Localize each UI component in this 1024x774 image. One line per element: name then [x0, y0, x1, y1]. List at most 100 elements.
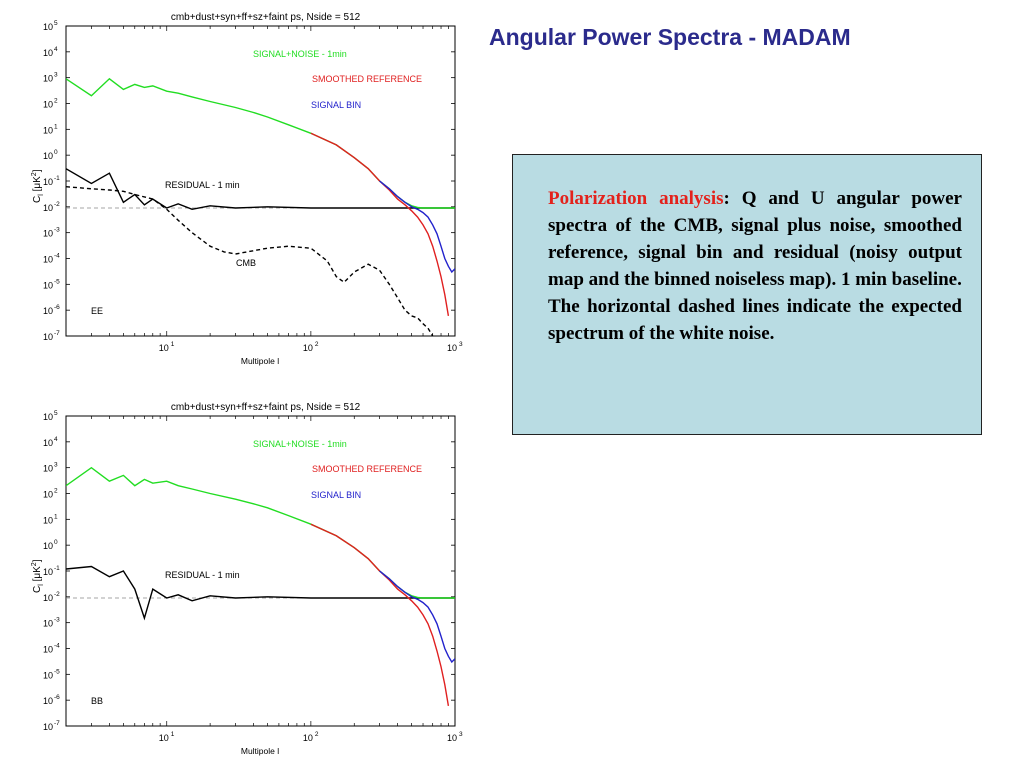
y-tick-exponent: -2: [54, 201, 60, 208]
y-tick-label: 10: [43, 515, 53, 525]
y-tick-label: 10: [43, 567, 53, 577]
y-tick-exponent: -1: [54, 565, 60, 572]
y-tick-label: 10: [43, 645, 53, 655]
y-axis-label: Cl [μK2]: [31, 559, 45, 593]
x-tick-label: 10: [447, 343, 457, 353]
description-body: Q and U angular power spectra of the CMB…: [548, 188, 962, 290]
chart-title: cmb+dust+syn+ff+sz+faint ps, Nside = 512: [171, 402, 361, 413]
ee-spectrum-chart: cmb+dust+syn+ff+sz+faint ps, Nside = 512…: [0, 0, 480, 384]
y-tick-exponent: -3: [54, 617, 60, 624]
residual-annotation: RESIDUAL - 1 min: [165, 180, 240, 190]
y-tick-exponent: 5: [54, 20, 58, 27]
y-tick-label: 10: [43, 722, 53, 732]
y-tick-exponent: 4: [54, 46, 58, 53]
legend-entry-signal-bin: SIGNAL BIN: [311, 100, 361, 110]
y-tick-exponent: 0: [54, 149, 58, 156]
description-text: Polarization analysis: Q and U angular p…: [548, 185, 962, 347]
y-tick-label: 10: [43, 74, 53, 84]
plot-area: [66, 466, 455, 707]
x-tick-label: 10: [303, 343, 313, 353]
y-tick-label: 10: [43, 593, 53, 603]
series-line-smoothed-reference: [310, 132, 450, 317]
plot-area: [66, 77, 455, 336]
y-tick-exponent: 2: [54, 488, 58, 495]
y-tick-label: 10: [43, 670, 53, 680]
chart-title: cmb+dust+syn+ff+sz+faint ps, Nside = 512: [171, 12, 361, 23]
x-tick-exponent: 1: [171, 731, 175, 738]
legend-entry-signal-noise-1min: SIGNAL+NOISE - 1min: [253, 439, 347, 449]
y-tick-label: 10: [43, 100, 53, 110]
y-tick-label: 10: [43, 464, 53, 474]
y-tick-exponent: -1: [54, 175, 60, 182]
series-line-cmb: [66, 186, 434, 336]
y-tick-exponent: 0: [54, 539, 58, 546]
y-tick-label: 10: [43, 22, 53, 32]
y-tick-exponent: 2: [54, 98, 58, 105]
y-tick-exponent: -2: [54, 591, 60, 598]
x-axis-label: Multipole l: [241, 356, 279, 366]
y-tick-label: 10: [43, 619, 53, 629]
panel-label: BB: [91, 696, 103, 706]
plot-frame: [65, 415, 456, 727]
y-tick-label: 10: [43, 306, 53, 316]
x-tick-label: 10: [303, 733, 313, 743]
y-tick-exponent: 5: [54, 410, 58, 417]
description-box: Polarization analysis: Q and U angular p…: [512, 154, 982, 435]
y-tick-label: 10: [43, 48, 53, 58]
x-tick-exponent: 3: [459, 341, 463, 348]
residual-annotation: RESIDUAL - 1 min: [165, 570, 240, 580]
x-tick-exponent: 2: [315, 341, 319, 348]
y-tick-exponent: -4: [54, 253, 60, 260]
series-line-smoothed-reference: [310, 523, 450, 707]
y-tick-label: 10: [43, 438, 53, 448]
x-tick-exponent: 1: [171, 341, 175, 348]
y-tick-label: 10: [43, 696, 53, 706]
x-tick-exponent: 2: [315, 731, 319, 738]
series-line-signal-noise-1min: [66, 466, 455, 599]
page-title: Angular Power Spectra - MADAM: [489, 24, 851, 50]
series-line-signal-bin: [379, 570, 455, 664]
y-tick-exponent: 3: [54, 72, 58, 79]
y-tick-exponent: -5: [54, 668, 60, 675]
x-tick-label: 10: [447, 733, 457, 743]
y-tick-exponent: 3: [54, 462, 58, 469]
plot-frame: [65, 25, 456, 337]
description-colon: :: [723, 188, 730, 209]
y-tick-exponent: -6: [54, 304, 60, 311]
x-tick-label: 10: [159, 343, 169, 353]
y-tick-label: 10: [43, 255, 53, 265]
description-highlight: Polarization analysis: [548, 188, 724, 209]
y-tick-label: 10: [43, 229, 53, 239]
y-tick-label: 10: [43, 412, 53, 422]
x-tick-exponent: 3: [459, 731, 463, 738]
y-tick-exponent: 4: [54, 436, 58, 443]
series-line-signal-noise-1min: [66, 77, 455, 209]
x-tick-label: 10: [159, 733, 169, 743]
y-tick-label: 10: [43, 490, 53, 500]
y-tick-exponent: 1: [54, 123, 58, 130]
y-tick-exponent: -6: [54, 694, 60, 701]
y-tick-label: 10: [43, 332, 53, 342]
ee-spectrum-svg: cmb+dust+syn+ff+sz+faint ps, Nside = 512…: [31, 12, 463, 366]
bb-spectrum-svg: cmb+dust+syn+ff+sz+faint ps, Nside = 512…: [31, 402, 463, 756]
x-axis-label: Multipole l: [241, 746, 279, 756]
y-tick-label: 10: [43, 203, 53, 213]
y-axis-label: Cl [μK2]: [31, 169, 45, 203]
y-tick-label: 10: [43, 177, 53, 187]
bb-spectrum-chart: cmb+dust+syn+ff+sz+faint ps, Nside = 512…: [0, 390, 480, 774]
y-tick-label: 10: [43, 125, 53, 135]
y-tick-exponent: -7: [54, 720, 60, 727]
panel-label: EE: [91, 306, 103, 316]
legend-entry-smoothed-reference: SMOOTHED REFERENCE: [312, 74, 422, 84]
y-tick-exponent: -7: [54, 330, 60, 337]
series-line-residual-1-min: [66, 168, 455, 211]
y-tick-label: 10: [43, 541, 53, 551]
y-tick-label: 10: [43, 280, 53, 290]
cmb-annotation: CMB: [236, 258, 256, 268]
series-line-signal-bin: [379, 180, 455, 274]
y-tick-exponent: -5: [54, 278, 60, 285]
legend-entry-smoothed-reference: SMOOTHED REFERENCE: [312, 464, 422, 474]
series-line-residual-1-min: [66, 565, 455, 621]
y-tick-label: 10: [43, 151, 53, 161]
legend-entry-signal-noise-1min: SIGNAL+NOISE - 1min: [253, 49, 347, 59]
